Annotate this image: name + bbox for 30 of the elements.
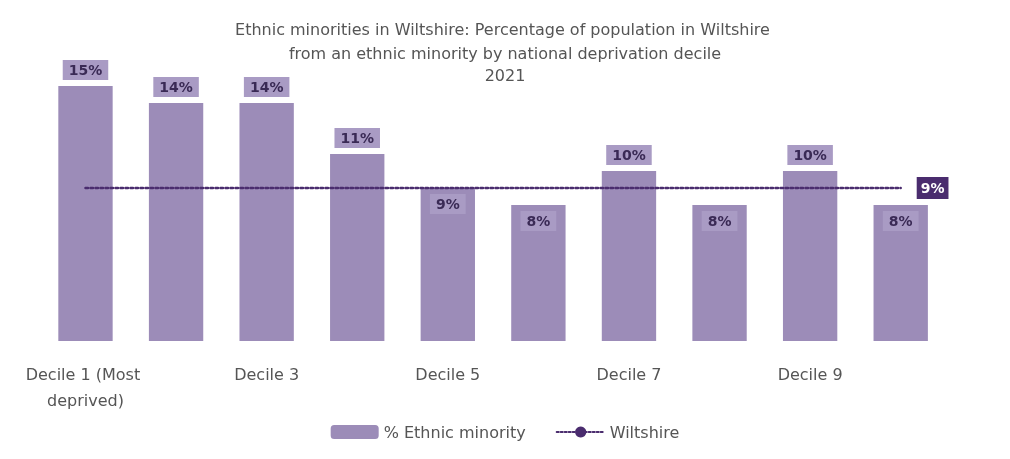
x-tick-label: Decile 9 bbox=[777, 364, 843, 384]
data-label: 8% bbox=[888, 213, 913, 229]
bar bbox=[873, 205, 928, 341]
data-label: 8% bbox=[707, 213, 732, 229]
data-label: 10% bbox=[793, 147, 827, 163]
bar bbox=[601, 171, 657, 341]
legend-label: Wiltshire bbox=[609, 422, 680, 442]
bar bbox=[239, 103, 294, 341]
x-tick-label: Decile 3 bbox=[234, 364, 300, 384]
data-label: 14% bbox=[249, 79, 284, 95]
chart-title: Ethnic minorities in Wiltshire: Percentage of population in Wiltshire from an ethnic minority by national deprivation decile bbox=[235, 19, 775, 63]
data-label: 9% bbox=[920, 180, 945, 196]
chart-subtitle: 2021 bbox=[484, 65, 526, 85]
x-tick-label: Decile 5 bbox=[415, 364, 481, 384]
bar bbox=[782, 171, 838, 341]
bar bbox=[58, 86, 113, 341]
bar bbox=[511, 205, 566, 341]
x-tick-label: Decile 1 (Most deprived) bbox=[25, 364, 146, 410]
bar bbox=[692, 205, 747, 341]
legend-label: % Ethnic minority bbox=[383, 422, 526, 442]
data-label: 10% bbox=[612, 147, 646, 163]
data-label: 8% bbox=[526, 213, 551, 229]
data-label: 9% bbox=[435, 196, 460, 212]
data-label: 11% bbox=[340, 130, 374, 146]
x-tick-label: Decile 7 bbox=[596, 364, 662, 384]
data-label: 15% bbox=[68, 62, 103, 78]
data-label: 14% bbox=[159, 79, 193, 95]
bar bbox=[420, 188, 475, 341]
bar bbox=[148, 103, 204, 341]
bar bbox=[330, 154, 385, 341]
